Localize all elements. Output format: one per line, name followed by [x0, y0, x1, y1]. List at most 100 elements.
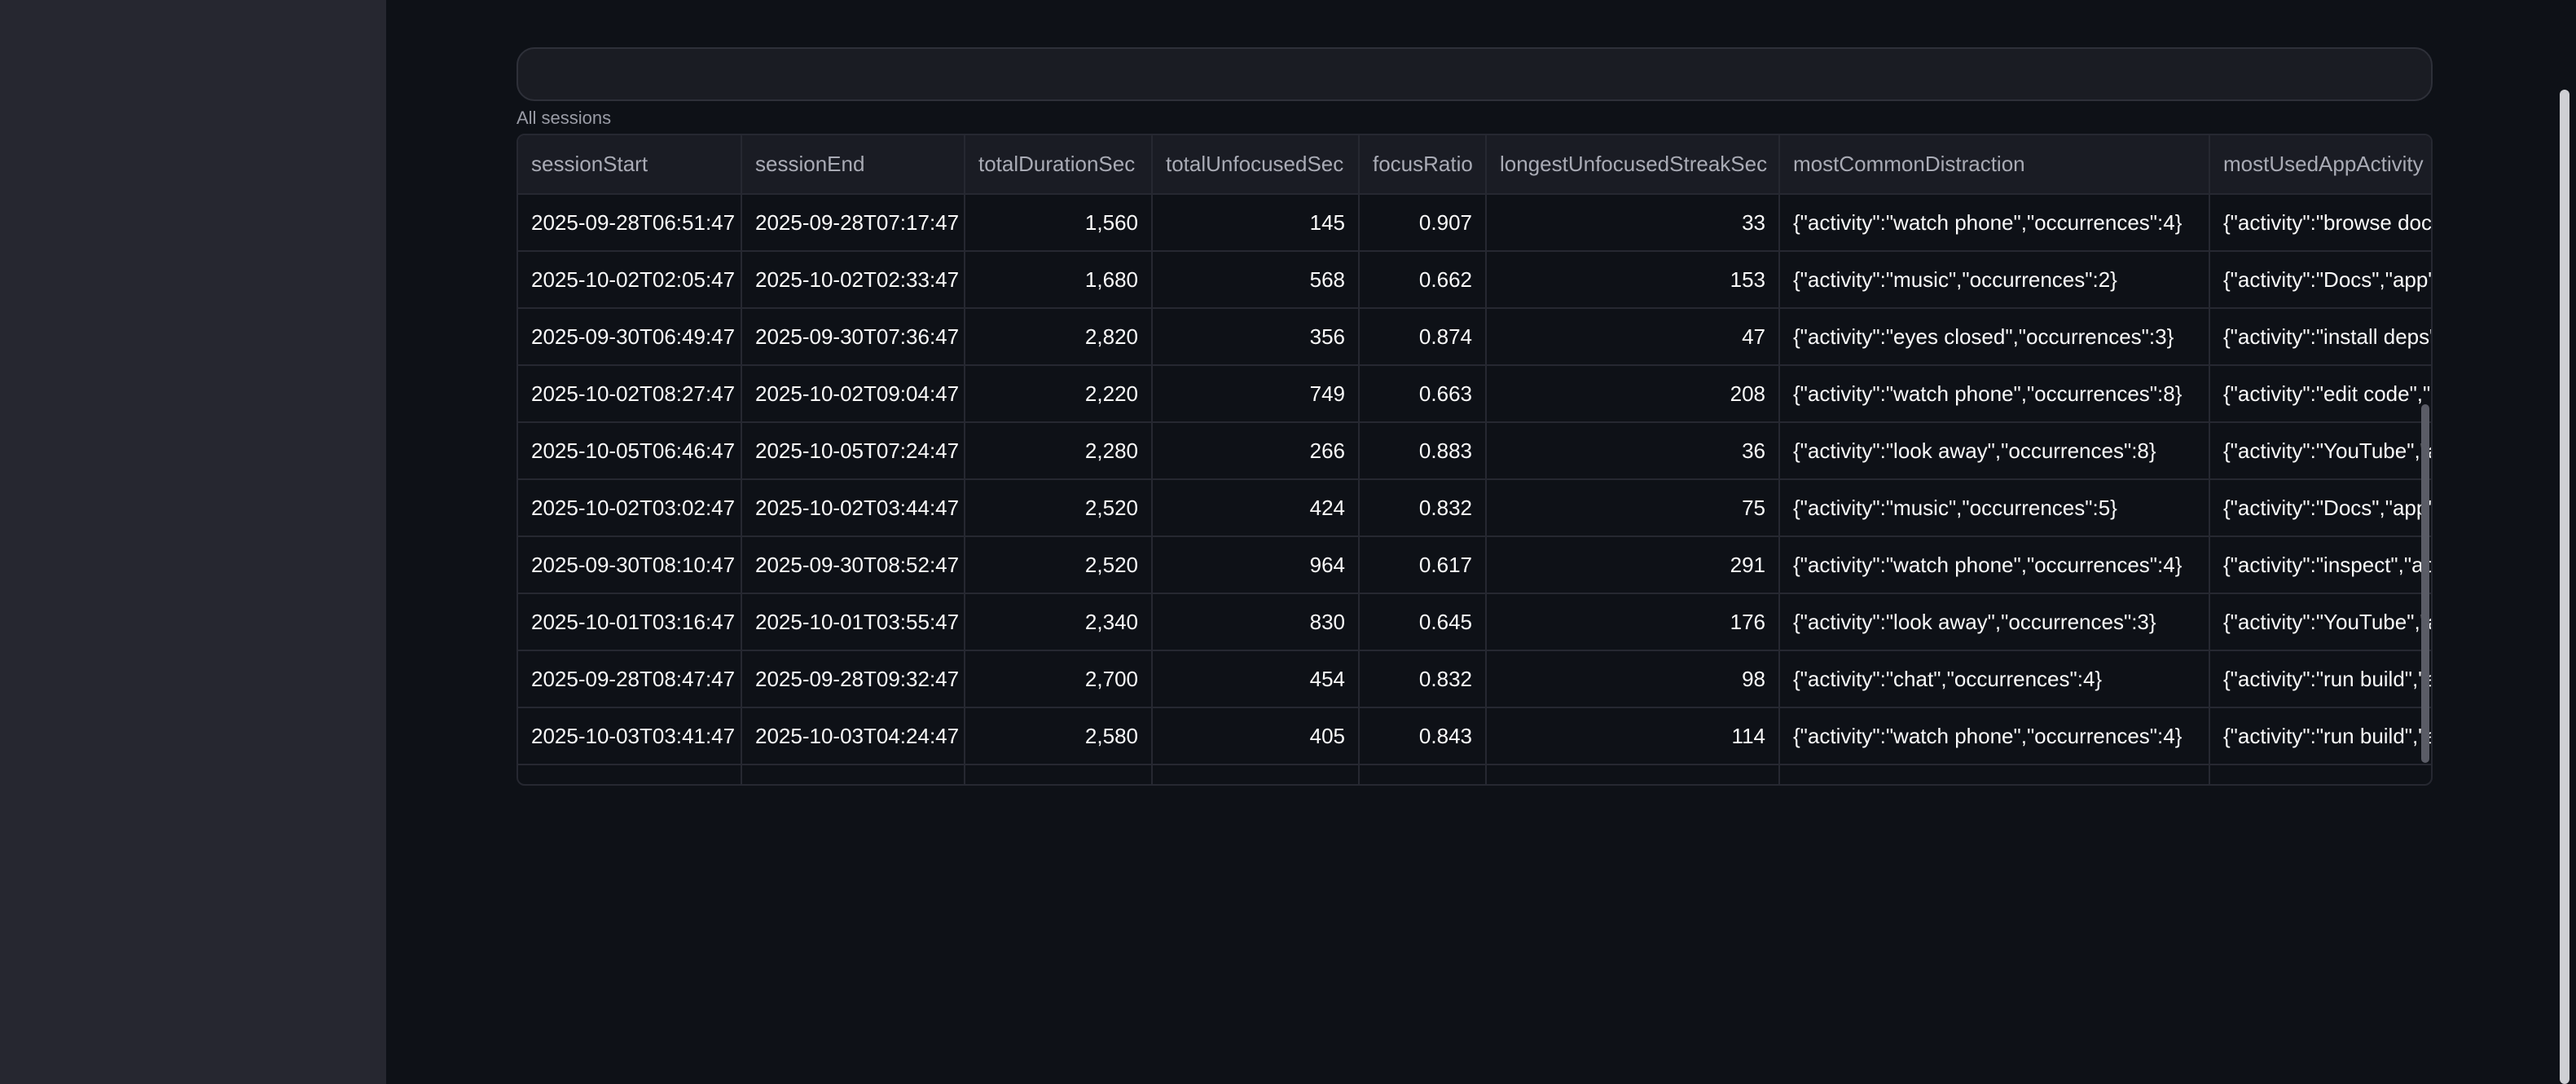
table-cell-sessionStart[interactable]: 2025-10-01T03:16:47 — [518, 593, 742, 651]
table-cell-focusRatio[interactable]: 0.832 — [1359, 479, 1487, 537]
table-cell-longestUnfocusedStreakSec[interactable]: 176 — [1486, 593, 1780, 651]
table-cell-totalDurationSec[interactable]: 2,520 — [965, 479, 1153, 537]
table-cell-mostCommonDistraction[interactable]: {"activity":"watch phone","occurrences":… — [1779, 194, 2210, 252]
table-cell-totalDurationSec[interactable]: 2,220 — [965, 365, 1153, 423]
table-cell-longestUnfocusedStreakSec[interactable]: 291 — [1486, 536, 1780, 594]
table-cell-longestUnfocusedStreakSec[interactable]: 33 — [1486, 194, 1780, 252]
table-cell-mostUsedAppActivity[interactable]: {"activity":"YouTube","app": — [2209, 422, 2431, 480]
column-header-sessionStart[interactable]: sessionStart — [518, 135, 742, 195]
column-header-mostUsedAppActivity[interactable]: mostUsedAppActivity — [2209, 135, 2431, 195]
table-cell-totalDurationSec[interactable]: 2,700 — [965, 650, 1153, 708]
table-cell-sessionStart[interactable]: 2025-09-28T06:51:47 — [518, 194, 742, 252]
column-header-sessionEnd[interactable]: sessionEnd — [741, 135, 965, 195]
table-cell-focusRatio[interactable] — [1359, 765, 1487, 784]
table-cell-sessionEnd[interactable]: 2025-10-03T04:24:47 — [741, 707, 965, 765]
table-cell-sessionStart[interactable]: 2025-09-28T08:47:47 — [518, 650, 742, 708]
table-cell-focusRatio[interactable]: 0.663 — [1359, 365, 1487, 423]
table-cell-totalUnfocusedSec[interactable]: 454 — [1152, 650, 1360, 708]
table-cell-focusRatio[interactable]: 0.874 — [1359, 308, 1487, 366]
table-cell-mostUsedAppActivity[interactable]: {"activity":"Docs","app": — [2209, 479, 2431, 537]
table-cell-mostUsedAppActivity[interactable]: {"activity":"Docs","app": — [2209, 251, 2431, 309]
table-cell-mostCommonDistraction[interactable]: {"activity":"chat","occurrences":4} — [1779, 765, 2210, 784]
table-cell-mostUsedAppActivity[interactable]: {"activity":"YouTube","app": — [2209, 593, 2431, 651]
table-cell-longestUnfocusedStreakSec[interactable]: 208 — [1486, 365, 1780, 423]
table-cell-longestUnfocusedStreakSec[interactable]: 36 — [1486, 422, 1780, 480]
column-header-mostCommonDistraction[interactable]: mostCommonDistraction — [1779, 135, 2210, 195]
table-cell-mostUsedAppActivity[interactable]: {"activity":"install deps","app": — [2209, 308, 2431, 366]
table-cell-mostCommonDistraction[interactable]: {"activity":"eyes closed","occurrences":… — [1779, 308, 2210, 366]
table-cell-sessionEnd[interactable]: 2025-10-05T07:24:47 — [741, 422, 965, 480]
table-cell-totalDurationSec[interactable]: 2,820 — [965, 308, 1153, 366]
table-cell-totalDurationSec[interactable]: 2,340 — [965, 593, 1153, 651]
table-cell-sessionStart[interactable]: 2025-09-30T06:49:47 — [518, 308, 742, 366]
table-cell-focusRatio[interactable]: 0.907 — [1359, 194, 1487, 252]
table-cell-mostUsedAppActivity[interactable]: {"activity":"browse docs","app": — [2209, 194, 2431, 252]
table-cell-sessionStart[interactable]: 2025-10-02T02:05:47 — [518, 251, 742, 309]
table-cell-totalDurationSec[interactable]: 2,580 — [965, 707, 1153, 765]
table-cell-totalUnfocusedSec[interactable]: 405 — [1152, 707, 1360, 765]
table-cell-sessionStart[interactable] — [518, 765, 742, 784]
table-scrollbar[interactable] — [2421, 404, 2429, 763]
table-cell-sessionStart[interactable]: 2025-10-03T03:41:47 — [518, 707, 742, 765]
table-cell-sessionStart[interactable]: 2025-10-02T03:02:47 — [518, 479, 742, 537]
table-cell-totalUnfocusedSec[interactable]: 424 — [1152, 479, 1360, 537]
table-cell-mostUsedAppActivity[interactable]: {"activity":"edit code","app": — [2209, 365, 2431, 423]
table-cell-focusRatio[interactable]: 0.883 — [1359, 422, 1487, 480]
table-cell-longestUnfocusedStreakSec[interactable]: 47 — [1486, 308, 1780, 366]
table-cell-sessionStart[interactable]: 2025-10-05T06:46:47 — [518, 422, 742, 480]
table-cell-totalUnfocusedSec[interactable] — [1152, 765, 1360, 784]
column-header-longestUnfocusedStreakSec[interactable]: longestUnfocusedStreakSec — [1486, 135, 1780, 195]
table-cell-sessionEnd[interactable]: 2025-10-01T03:55:47 — [741, 593, 965, 651]
table-cell-sessionEnd[interactable]: 2025-09-28T07:17:47 — [741, 194, 965, 252]
table-cell-longestUnfocusedStreakSec[interactable]: 98 — [1486, 650, 1780, 708]
table-cell-sessionStart[interactable]: 2025-09-30T08:10:47 — [518, 536, 742, 594]
table-cell-sessionEnd[interactable]: 2025-10-02T09:04:47 — [741, 365, 965, 423]
column-header-focusRatio[interactable]: focusRatio — [1359, 135, 1487, 195]
table-cell-totalDurationSec[interactable]: 1,560 — [965, 194, 1153, 252]
table-cell-totalUnfocusedSec[interactable]: 145 — [1152, 194, 1360, 252]
table-cell-longestUnfocusedStreakSec[interactable]: 153 — [1486, 251, 1780, 309]
table-cell-sessionEnd[interactable]: 2025-09-30T07:36:47 — [741, 308, 965, 366]
table-cell-sessionEnd[interactable]: 2025-09-30T08:52:47 — [741, 536, 965, 594]
table-cell-sessionEnd[interactable] — [741, 765, 965, 784]
table-cell-focusRatio[interactable]: 0.645 — [1359, 593, 1487, 651]
table-cell-totalUnfocusedSec[interactable]: 964 — [1152, 536, 1360, 594]
table-cell-totalUnfocusedSec[interactable]: 749 — [1152, 365, 1360, 423]
table-cell-totalDurationSec[interactable]: 2,520 — [965, 536, 1153, 594]
table-cell-mostCommonDistraction[interactable]: {"activity":"watch phone","occurrences":… — [1779, 707, 2210, 765]
table-cell-totalUnfocusedSec[interactable]: 830 — [1152, 593, 1360, 651]
page-scrollbar[interactable] — [2560, 90, 2569, 1084]
table-cell-longestUnfocusedStreakSec[interactable]: 75 — [1486, 479, 1780, 537]
table-cell-focusRatio[interactable]: 0.617 — [1359, 536, 1487, 594]
table-cell-totalDurationSec[interactable] — [965, 765, 1153, 784]
table-cell-mostCommonDistraction[interactable]: {"activity":"look away","occurrences":3} — [1779, 593, 2210, 651]
table-cell-mostCommonDistraction[interactable]: {"activity":"watch phone","occurrences":… — [1779, 536, 2210, 594]
table-cell-mostCommonDistraction[interactable]: {"activity":"music","occurrences":5} — [1779, 479, 2210, 537]
table-cell-totalUnfocusedSec[interactable]: 568 — [1152, 251, 1360, 309]
table-cell-totalUnfocusedSec[interactable]: 356 — [1152, 308, 1360, 366]
table-cell-mostCommonDistraction[interactable]: {"activity":"chat","occurrences":4} — [1779, 650, 2210, 708]
sessions-table[interactable]: sessionStart sessionEnd totalDurationSec to… — [517, 134, 2433, 786]
table-cell-focusRatio[interactable]: 0.832 — [1359, 650, 1487, 708]
table-cell-focusRatio[interactable]: 0.662 — [1359, 251, 1487, 309]
table-cell-mostUsedAppActivity[interactable]: {"activity":"edit code","app": — [2209, 765, 2431, 784]
table-cell-mostUsedAppActivity[interactable]: {"activity":"run build","app": — [2209, 650, 2431, 708]
table-cell-totalUnfocusedSec[interactable]: 266 — [1152, 422, 1360, 480]
table-search-input[interactable] — [517, 47, 2433, 101]
column-header-totalUnfocusedSec[interactable]: totalUnfocusedSec — [1152, 135, 1360, 195]
table-cell-longestUnfocusedStreakSec[interactable]: 114 — [1486, 707, 1780, 765]
table-cell-sessionStart[interactable]: 2025-10-02T08:27:47 — [518, 365, 742, 423]
table-cell-mostCommonDistraction[interactable]: {"activity":"music","occurrences":2} — [1779, 251, 2210, 309]
table-cell-sessionEnd[interactable]: 2025-10-02T02:33:47 — [741, 251, 965, 309]
table-cell-totalDurationSec[interactable]: 2,280 — [965, 422, 1153, 480]
table-cell-focusRatio[interactable]: 0.843 — [1359, 707, 1487, 765]
table-cell-totalDurationSec[interactable]: 1,680 — [965, 251, 1153, 309]
table-cell-mostUsedAppActivity[interactable]: {"activity":"inspect","app": — [2209, 536, 2431, 594]
table-cell-mostCommonDistraction[interactable]: {"activity":"look away","occurrences":8} — [1779, 422, 2210, 480]
table-cell-sessionEnd[interactable]: 2025-10-02T03:44:47 — [741, 479, 965, 537]
table-cell-sessionEnd[interactable]: 2025-09-28T09:32:47 — [741, 650, 965, 708]
table-cell-mostUsedAppActivity[interactable]: {"activity":"run build","app": — [2209, 707, 2431, 765]
table-cell-longestUnfocusedStreakSec[interactable] — [1486, 765, 1780, 784]
column-header-totalDurationSec[interactable]: totalDurationSec — [965, 135, 1153, 195]
table-cell-mostCommonDistraction[interactable]: {"activity":"watch phone","occurrences":… — [1779, 365, 2210, 423]
